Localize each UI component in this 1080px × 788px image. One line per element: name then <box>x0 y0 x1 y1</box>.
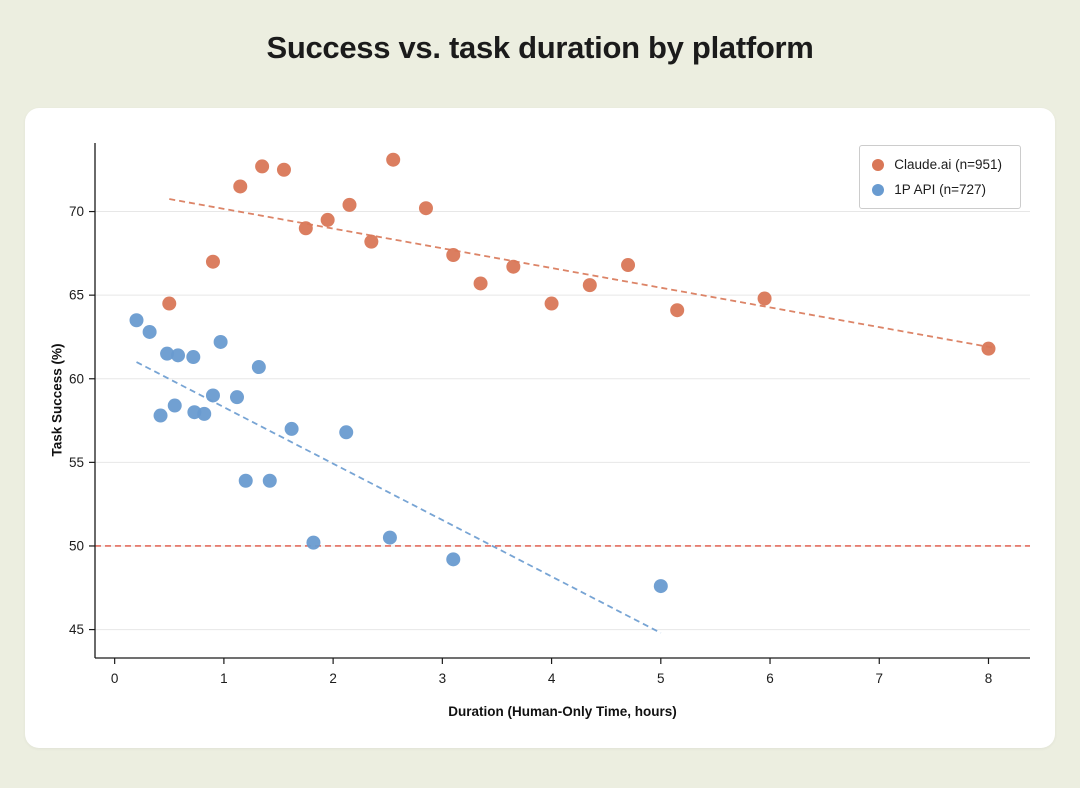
data-point-series-0 <box>205 254 220 269</box>
data-point-series-0 <box>544 296 559 311</box>
data-point-series-0 <box>670 303 685 318</box>
trendline-series-1 <box>136 361 662 634</box>
x-tick-label-1: 1 <box>220 671 228 686</box>
legend-label-claude-ai: Claude.ai (n=951) <box>894 157 1002 172</box>
data-point-series-0 <box>233 179 248 194</box>
data-point-series-0 <box>621 258 636 273</box>
data-point-series-1 <box>205 388 220 403</box>
x-tick-label-8: 8 <box>985 671 993 686</box>
y-tick-label-50: 50 <box>69 538 84 553</box>
x-tick-label-6: 6 <box>766 671 774 686</box>
data-point-series-1 <box>382 530 397 545</box>
page-title: Success vs. task duration by platform <box>266 30 814 65</box>
data-point-series-0 <box>162 296 177 311</box>
data-point-series-0 <box>757 291 772 306</box>
x-tick-label-4: 4 <box>548 671 556 686</box>
y-tick-label-70: 70 <box>69 204 84 219</box>
x-tick-label-0: 0 <box>111 671 119 686</box>
data-point-series-1 <box>186 350 201 365</box>
data-point-series-0 <box>506 259 521 274</box>
data-point-series-1 <box>153 408 168 423</box>
chart-card: 0 1 2 3 4 5 6 7 8 45 50 55 60 65 70 Task Success (%) D… <box>25 108 1055 748</box>
legend-marker-1p-api <box>872 183 885 196</box>
data-point-series-1 <box>160 346 175 361</box>
data-point-series-1 <box>653 579 668 594</box>
page: Success vs. task duration by platform 0 1… <box>0 30 1080 748</box>
data-point-series-0 <box>582 278 597 293</box>
data-point-series-0 <box>446 248 461 263</box>
data-point-series-0 <box>276 162 291 177</box>
data-point-series-1 <box>142 324 157 339</box>
legend-item-claude-ai: Claude.ai (n=951) <box>872 157 1002 172</box>
y-tick-label-65: 65 <box>69 288 84 303</box>
data-point-series-1 <box>284 421 299 436</box>
y-tick-label-45: 45 <box>69 622 84 637</box>
data-point-series-1 <box>306 535 321 550</box>
data-point-series-0 <box>255 159 270 174</box>
trendline-series-0 <box>169 198 995 349</box>
data-point-series-0 <box>418 201 433 216</box>
data-point-series-0 <box>298 221 313 236</box>
legend: Claude.ai (n=951) 1P API (n=727) <box>859 145 1021 209</box>
data-point-series-0 <box>981 341 996 356</box>
data-point-series-1 <box>167 398 182 413</box>
data-point-series-0 <box>386 152 401 167</box>
legend-marker-claude-ai <box>872 158 885 171</box>
data-point-series-1 <box>339 425 354 440</box>
data-point-series-1 <box>213 334 228 349</box>
data-point-series-0 <box>342 197 357 212</box>
x-tick-label-7: 7 <box>876 671 884 686</box>
data-point-series-1 <box>229 390 244 405</box>
x-axis-label: Duration (Human-Only Time, hours) <box>448 704 677 719</box>
y-tick-label-55: 55 <box>69 455 84 470</box>
data-point-series-1 <box>262 473 277 488</box>
y-tick-label-60: 60 <box>69 371 84 386</box>
y-axis-label: Task Success (%) <box>49 343 65 457</box>
data-point-series-1 <box>171 348 186 363</box>
x-tick-label-5: 5 <box>657 671 665 686</box>
x-tick-label-2: 2 <box>329 671 337 686</box>
legend-label-1p-api: 1P API (n=727) <box>894 182 986 197</box>
data-point-series-1 <box>197 406 212 421</box>
data-point-series-1 <box>251 360 266 375</box>
data-point-series-0 <box>320 212 335 227</box>
data-point-series-0 <box>473 276 488 291</box>
x-tick-label-3: 3 <box>439 671 447 686</box>
legend-item-1p-api: 1P API (n=727) <box>872 182 1002 197</box>
data-point-series-1 <box>238 473 253 488</box>
data-point-series-0 <box>364 234 379 249</box>
data-point-series-1 <box>129 313 144 328</box>
plot-area: 0 1 2 3 4 5 6 7 8 45 50 55 60 65 70 Task Success (%) D… <box>25 108 1055 748</box>
data-point-series-1 <box>446 552 461 567</box>
